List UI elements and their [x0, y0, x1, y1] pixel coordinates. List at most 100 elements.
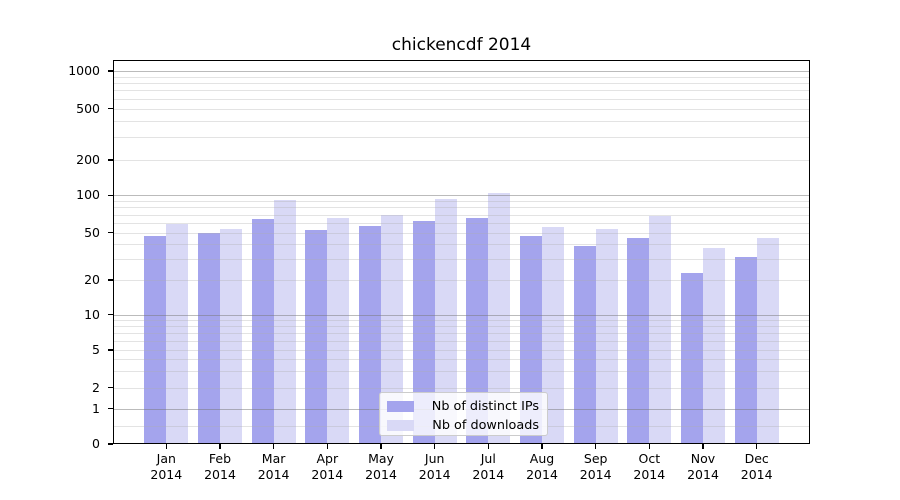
x-tick-mark	[756, 444, 758, 449]
legend-swatch-distinct-ips	[387, 401, 414, 412]
y-tick-label: 0	[92, 436, 100, 451]
y-tick-label: 20	[84, 272, 100, 287]
x-tick-mark	[702, 444, 704, 449]
gridline-minor	[113, 326, 810, 328]
bar-distinct-ips-aug	[520, 235, 542, 444]
x-tick-label-sep: Sep 2014	[579, 451, 612, 482]
y-tick-mark	[108, 232, 113, 234]
bar-distinct-ips-sep	[573, 245, 596, 444]
legend: Nb of distinct IPs Nb of downloads	[379, 392, 548, 436]
y-tick-mark	[108, 314, 113, 316]
x-tick-mark	[541, 444, 543, 449]
x-tick-label-dec: Dec 2014	[740, 451, 773, 482]
gridline-minor	[113, 121, 810, 123]
gridline-minor	[113, 76, 810, 78]
gridline-minor	[113, 259, 810, 261]
bar-distinct-ips-mar	[251, 219, 274, 444]
bar-downloads-aug	[542, 226, 564, 444]
gridline-major	[113, 195, 810, 197]
y-tick-label: 10	[84, 306, 100, 322]
gridline-minor	[113, 201, 810, 202]
gridline-minor	[113, 320, 810, 322]
x-tick-mark	[380, 444, 382, 449]
y-tick-mark	[108, 349, 113, 351]
y-tick-label: 1000	[68, 63, 100, 78]
x-tick-mark	[434, 444, 436, 449]
gridline-major	[113, 314, 810, 316]
gridline-minor	[113, 280, 810, 281]
legend-item-distinct-ips: Nb of distinct IPs	[387, 397, 539, 416]
y-tick-label: 50	[84, 224, 100, 240]
y-tick-label: 500	[76, 100, 100, 116]
gridline-minor	[113, 90, 810, 92]
y-tick-mark	[108, 194, 113, 196]
legend-swatch-downloads	[387, 420, 414, 431]
chart-title: chickencdf 2014	[391, 35, 532, 55]
bar-distinct-ips-dec	[734, 257, 757, 444]
x-tick-mark	[272, 444, 275, 449]
y-tick-mark	[108, 408, 113, 410]
bar-distinct-ips-jan	[144, 235, 167, 444]
gridline-minor	[113, 207, 810, 209]
x-tick-label-jul: Jul 2014	[472, 451, 505, 482]
gridline-major	[113, 71, 810, 72]
gridline-minor	[113, 108, 810, 110]
bar-downloads-feb	[220, 228, 242, 444]
gridline-minor	[113, 350, 810, 351]
gridline-minor	[113, 244, 810, 246]
y-tick-label: 200	[76, 152, 100, 167]
x-tick-mark	[219, 444, 221, 449]
bar-downloads-jan	[166, 223, 189, 444]
bar-downloads-jul	[488, 192, 511, 444]
gridline-minor	[113, 83, 810, 85]
x-tick-label-mar: Mar 2014	[257, 451, 290, 482]
gridline-minor	[113, 98, 810, 100]
gridline-minor	[113, 137, 810, 139]
legend-item-downloads: Nb of downloads	[387, 416, 539, 435]
x-tick-mark	[165, 444, 167, 449]
gridline-minor	[113, 387, 810, 389]
y-tick-label: 2	[92, 379, 100, 395]
gridline-minor	[113, 232, 810, 234]
x-tick-label-apr: Apr 2014	[311, 451, 344, 482]
bar-downloads-mar	[273, 199, 296, 444]
bar-downloads-may	[381, 215, 403, 444]
gridline-minor	[113, 214, 810, 216]
bar-distinct-ips-jul	[466, 217, 489, 444]
bar-distinct-ips-oct	[627, 238, 650, 444]
x-tick-label-nov: Nov 2014	[687, 451, 719, 482]
gridline-minor	[113, 359, 810, 361]
y-tick-mark	[108, 279, 113, 281]
gridline-minor	[113, 222, 810, 224]
x-tick-label-may: May 2014	[365, 451, 397, 482]
y-tick-mark	[108, 387, 113, 389]
y-tick-mark	[108, 443, 113, 445]
x-tick-mark	[648, 444, 650, 449]
x-tick-mark	[487, 444, 489, 449]
gridline-minor	[113, 340, 810, 342]
bar-distinct-ips-feb	[198, 232, 220, 444]
y-tick-mark	[108, 108, 113, 110]
x-tick-mark	[326, 444, 328, 449]
bar-downloads-apr	[327, 217, 350, 444]
x-tick-label-oct: Oct 2014	[633, 451, 666, 482]
x-tick-mark	[595, 444, 597, 449]
bar-downloads-oct	[649, 216, 672, 444]
legend-label-downloads: Nb of downloads	[432, 418, 539, 433]
legend-label-distinct-ips: Nb of distinct IPs	[431, 399, 539, 414]
bar-distinct-ips-apr	[305, 229, 328, 444]
y-tick-mark	[108, 70, 113, 72]
y-tick-label: 5	[92, 342, 100, 357]
x-tick-label-jan: Jan 2014	[150, 451, 183, 482]
bar-downloads-sep	[595, 228, 618, 444]
y-tick-label: 1	[92, 400, 100, 416]
x-tick-label-feb: Feb 2014	[204, 451, 236, 482]
bar-downloads-jun	[434, 199, 457, 444]
gridline-minor	[113, 160, 810, 161]
bar-distinct-ips-may	[359, 225, 381, 444]
gridline-minor	[113, 371, 810, 372]
gridline-minor	[113, 332, 810, 334]
bar-distinct-ips-jun	[412, 221, 435, 444]
bar-downloads-nov	[703, 248, 725, 444]
x-tick-label-aug: Aug 2014	[526, 451, 558, 482]
